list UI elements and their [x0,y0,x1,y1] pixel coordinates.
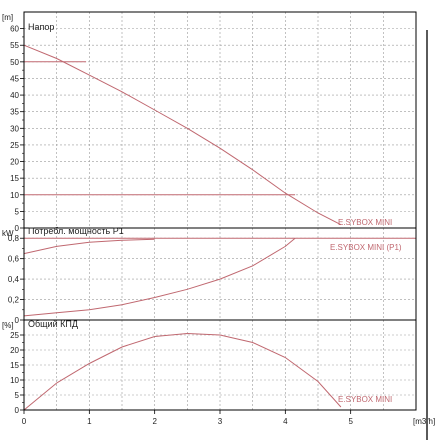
efficiency-y-tick-label: 25 [10,331,19,340]
power-y-tick-label: 0,8 [8,234,20,243]
scrollbar[interactable] [426,30,428,440]
head-y-tick-label: 45 [10,74,19,83]
head-y-tick-label: 15 [10,174,19,183]
x-tick-label: 1 [87,417,92,426]
head-y-tick-label: 35 [10,108,19,117]
head-y-tick-label: 50 [10,58,19,67]
efficiency-series-line [23,332,342,411]
power-series-label: E.SYBOX MINI (P1) [330,243,402,252]
head-y-tick-label: 30 [10,124,19,133]
x-tick-label: 5 [348,417,353,426]
power-y-tick-label: 0,4 [8,275,20,284]
x-tick-label: 3 [218,417,223,426]
power-series-line [23,237,296,317]
efficiency-y-tick-label: 0 [15,406,20,415]
head-y-tick-label: 55 [10,41,19,50]
head-series-line [23,44,342,226]
power-y-tick-label: 0 [15,316,20,325]
efficiency-y-tick-label: 5 [15,391,20,400]
power-y-tick-label: 0,6 [8,255,20,264]
efficiency-series-label: E.SYBOX MINI [338,395,392,404]
efficiency-y-tick-label: 10 [10,376,19,385]
head-y-tick-label: 40 [10,91,19,100]
head-y-tick-label: 5 [15,207,20,216]
efficiency-title: Общий КПД [28,319,78,329]
head-y-tick-label: 20 [10,158,19,167]
head-y-tick-label: 60 [10,25,19,34]
efficiency-y-unit: [%] [2,321,14,330]
head-y-tick-label: 10 [10,191,19,200]
frame-layer [20,11,417,414]
x-tick-label: 2 [152,417,157,426]
head-y-tick-label: 0 [15,224,20,233]
power-y-tick-label: 0,2 [8,296,20,305]
efficiency-y-tick-label: 20 [10,346,19,355]
label-layer: 051015202530354045505560[m]НапорE.SYBOX … [2,13,435,426]
curve-layer [23,44,416,411]
head-title: Напор [28,22,54,32]
efficiency-y-tick-label: 15 [10,361,19,370]
power-y-unit: kW [2,229,14,238]
power-series-line [23,238,155,255]
head-series-label: E.SYBOX MINI [338,218,392,227]
head-y-unit: [m] [2,13,13,22]
power-title: Потребл. мощность P1 [28,226,124,236]
x-tick-label: 0 [22,417,27,426]
head-y-tick-label: 25 [10,141,19,150]
x-axis-unit: [m3/h] [413,417,435,426]
x-tick-label: 4 [283,417,288,426]
